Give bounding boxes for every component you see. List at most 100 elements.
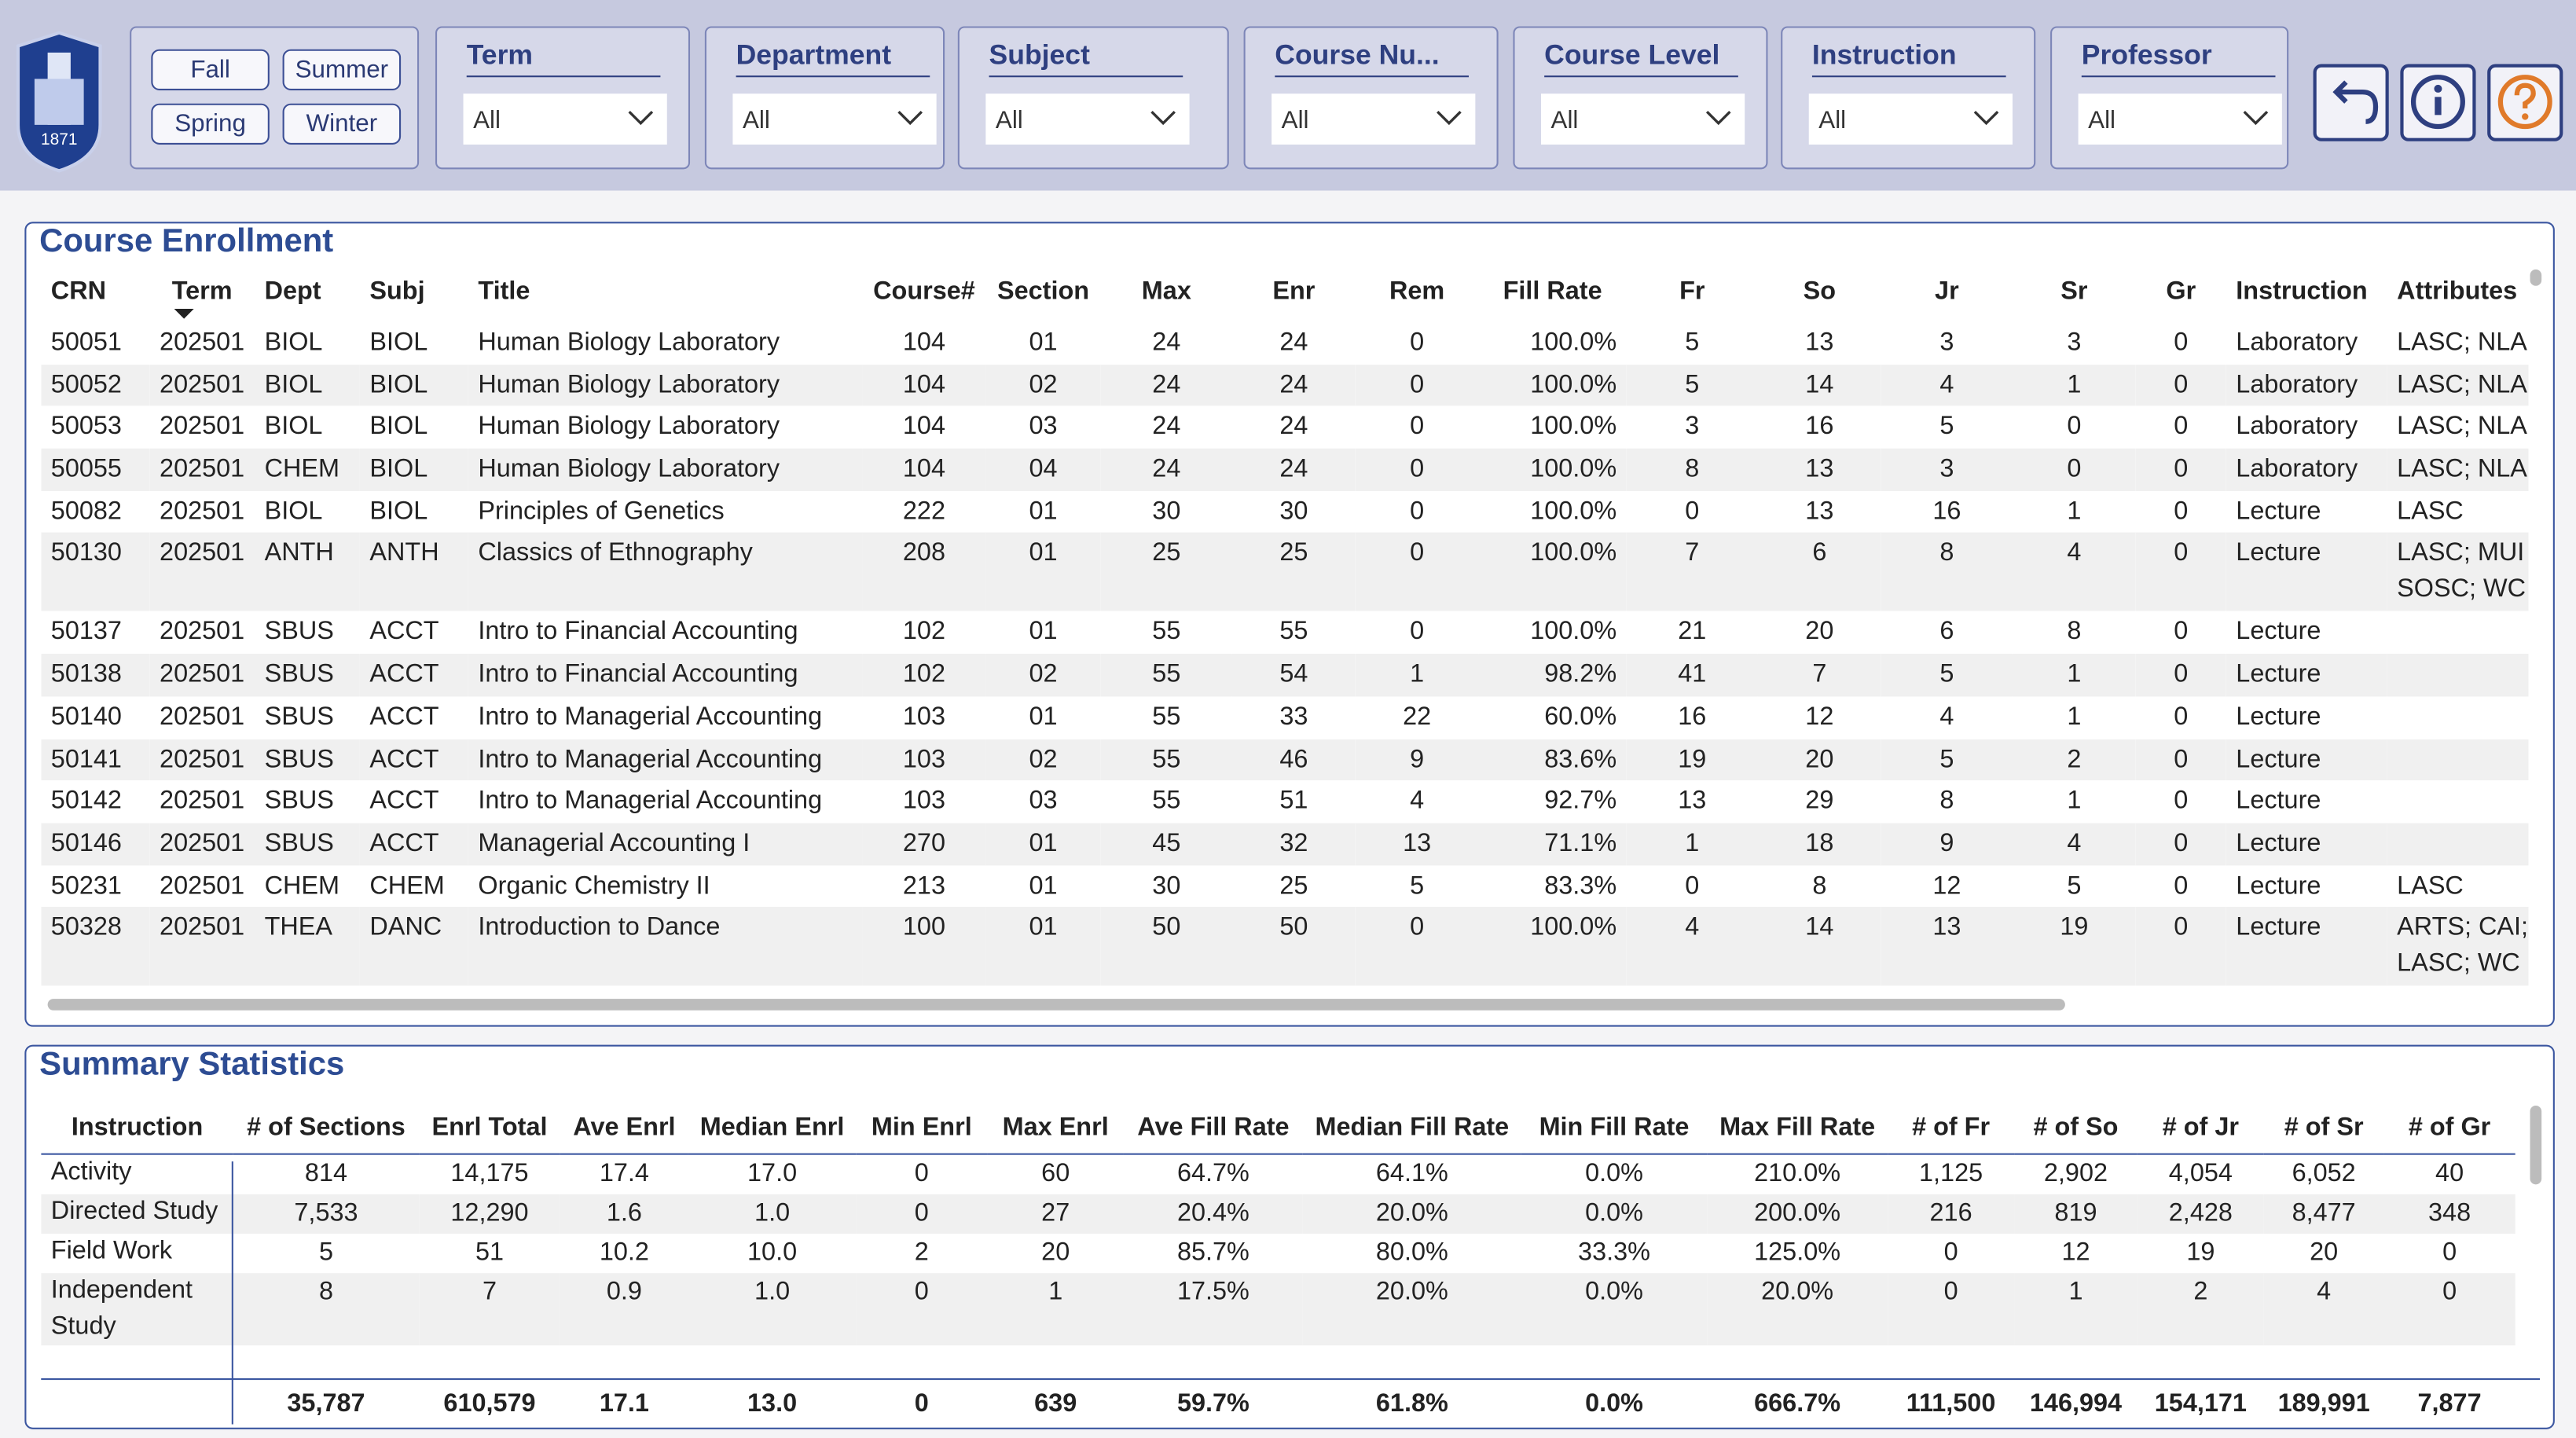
help-button[interactable] (2487, 64, 2563, 141)
table-cell: 348 (2383, 1194, 2515, 1234)
table-cell: 50130 (41, 533, 150, 612)
table-cell: 40 (2435, 1159, 2464, 1188)
season-button[interactable]: Fall (151, 49, 270, 90)
table-cell: BIOL (369, 328, 428, 357)
total-row: 35,787 610,579 17.1 13.0 0 639 59.7% 61.8% 0.0% 6… (41, 1380, 2515, 1428)
table-cell: 1.0 (688, 1194, 857, 1234)
table-cell: 0 (2174, 871, 2189, 900)
table-cell: 3 (1939, 328, 1954, 357)
table-cell: 01 (1029, 497, 1058, 526)
table-cell: 0 (914, 1159, 929, 1188)
table-cell: Lecture (2236, 871, 2321, 900)
table-cell: 55 (1152, 787, 1181, 816)
table-cell: 5 (1626, 364, 1758, 407)
table-cell: 01 (1029, 618, 1058, 647)
table-cell: BIOL (264, 497, 323, 526)
dropdown[interactable]: All (2078, 94, 2282, 145)
table-cell: 0 (2383, 1273, 2515, 1346)
table-cell: 12 (1932, 871, 1961, 900)
table-cell: 3 (2067, 328, 2082, 357)
table-cell: 0 (1410, 413, 1425, 442)
table-cell: Intro to Financial Accounting (468, 654, 863, 697)
table-row: 50130 202501 ANTH ANTH Classics of Ethnograp… (41, 533, 2529, 612)
table-cell: Directed Study (41, 1194, 233, 1234)
slicer-label: Subject (989, 39, 1183, 78)
dropdown[interactable]: All (1271, 94, 1476, 145)
table-cell: 12,290 (419, 1194, 560, 1234)
table-cell: BIOL (359, 364, 468, 407)
total-cell: 154,171 (2154, 1389, 2247, 1418)
dropdown[interactable]: All (985, 94, 1190, 145)
table-cell: Field Work (50, 1237, 173, 1265)
table-cell: 01 (985, 907, 1101, 986)
table-cell (2387, 612, 2529, 655)
table-cell: 202501 (160, 787, 245, 816)
total-cell: 13.0 (747, 1389, 798, 1418)
table-cell: 0 (2135, 738, 2226, 781)
table-cell: 25 (1279, 871, 1308, 900)
table-cell: 20.0% (1302, 1273, 1521, 1346)
table-row: 50082 202501 BIOL BIOL Principles of Genetic… (41, 491, 2528, 534)
table-cell: 50053 (50, 413, 122, 442)
column-header: Max (1141, 277, 1191, 306)
table-cell: 21 (1678, 618, 1707, 647)
table-cell: 0 (2174, 702, 2189, 731)
table-cell: 5 (1939, 413, 1954, 442)
table-cell: 1 (1626, 823, 1758, 865)
column-header: Fr (1679, 277, 1705, 306)
summary-table: Instruction # of Sections Enrl Total Ave En… (41, 1103, 2515, 1346)
column-header: Enr (1272, 277, 1316, 306)
column-header: Max Enrl (987, 1103, 1124, 1155)
table-cell: ACCT (369, 787, 439, 816)
table-cell: 16 (1932, 497, 1961, 526)
dropdown[interactable]: All (732, 94, 937, 145)
table-cell: Lecture (2236, 497, 2321, 526)
horizontal-scrollbar[interactable] (47, 999, 2065, 1011)
table-cell: Human Biology Laboratory (478, 328, 780, 357)
back-button[interactable] (2313, 64, 2389, 141)
table-cell: 10.2 (599, 1238, 649, 1267)
table-cell: 202501 (160, 328, 245, 357)
total-cell: 61.8% (1375, 1389, 1448, 1418)
table-cell: 14 (1757, 364, 1881, 407)
season-button[interactable]: Spring (151, 103, 270, 145)
info-button[interactable] (2400, 64, 2476, 141)
table-cell: 20 (1757, 738, 1881, 781)
table-cell: 1 (2067, 787, 2082, 816)
table-cell: 222 (902, 497, 946, 526)
table-cell: 50052 (41, 364, 150, 407)
table-cell: 25 (1100, 533, 1232, 612)
table-cell: 50231 (50, 871, 122, 900)
table-cell (2387, 696, 2529, 739)
table-cell: 4 (1939, 702, 1954, 731)
table-cell: 202501 (160, 618, 245, 647)
table-cell: 202501 (160, 413, 245, 442)
column-header: Enrl Total (419, 1103, 560, 1155)
table-row: 50138 202501 SBUS ACCT Intro to Financial Ac… (41, 654, 2529, 697)
column-header: # of Sections (233, 1103, 420, 1155)
column-header: Fill Rate (1503, 277, 1602, 306)
vertical-scrollbar[interactable] (2530, 269, 2542, 286)
table-cell: 19 (2012, 907, 2136, 986)
season-button[interactable]: Summer (282, 49, 402, 90)
table-cell: ANTH (255, 533, 360, 612)
dropdown[interactable]: All (1808, 94, 2013, 145)
table-cell: Laboratory (2236, 413, 2358, 442)
season-button[interactable]: Winter (282, 103, 402, 145)
vertical-scrollbar[interactable] (2530, 1105, 2542, 1185)
table-cell: 13 (1355, 823, 1479, 865)
total-cell: 0.0% (1585, 1389, 1643, 1418)
total-divider (41, 1378, 2541, 1381)
table-cell: 202501 (149, 533, 255, 612)
slicer: Professor All (2050, 26, 2289, 170)
table-cell: 50138 (41, 654, 150, 697)
table-cell: Human Biology Laboratory (478, 413, 780, 442)
table-cell: Lecture (2226, 738, 2387, 781)
table-cell: THEA (255, 907, 360, 986)
dropdown[interactable]: All (463, 94, 667, 145)
total-cell: 666.7% (1754, 1389, 1841, 1418)
table-cell: 0 (2012, 448, 2136, 491)
column-header: Ave Enrl (560, 1103, 688, 1155)
dropdown[interactable]: All (1540, 94, 1745, 145)
